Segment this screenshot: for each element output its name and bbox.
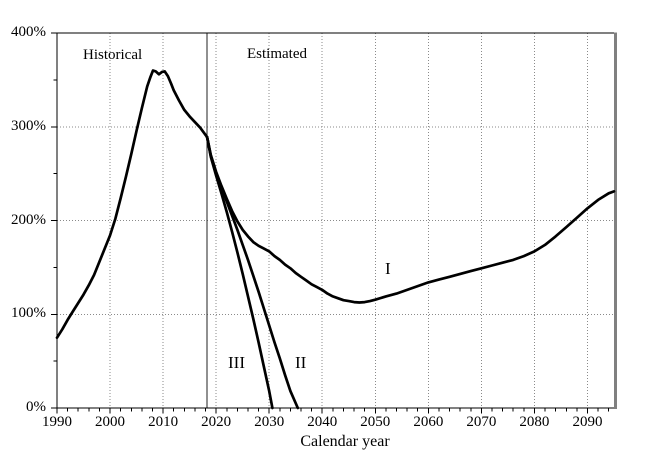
curve-alternative-II [205,135,300,410]
estimated-region-label: Estimated [247,46,307,62]
y-tick-label: 100% [11,305,46,322]
y-tick-label: 400% [11,24,46,40]
x-tick-label: 2060 [413,414,444,430]
x-tick-label: 2020 [201,414,232,430]
curve-label-alternative-1: I [385,259,391,278]
x-tick-label: 1990 [42,414,72,430]
curve-historical [55,69,209,340]
x-axis-title: Calendar year [300,433,390,450]
x-tick-label: 2050 [360,414,391,430]
y-tick-label: 300% [11,117,46,134]
curve-label-alternative-2: II [295,353,307,372]
historical-region-label: Historical [83,47,143,63]
y-tick-label: 0% [26,399,46,415]
x-tick-label: 2030 [254,414,285,430]
x-tick-label: 2080 [519,414,550,430]
x-tick-label: 2070 [466,414,497,430]
curve-alternative-I [205,135,616,304]
x-tick-label: 2010 [148,414,179,430]
x-tick-label: 2000 [95,414,126,430]
curve-alternative-III [205,135,274,410]
curve-label-alternative-3: III [228,353,245,372]
x-tick-label: 2040 [307,414,338,430]
x-tick-label: 2090 [572,414,603,430]
y-tick-label: 200% [11,211,46,228]
